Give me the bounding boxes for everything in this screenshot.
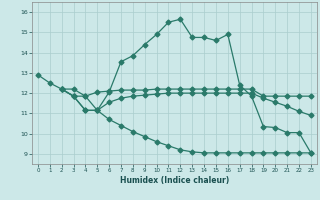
X-axis label: Humidex (Indice chaleur): Humidex (Indice chaleur) bbox=[120, 176, 229, 185]
